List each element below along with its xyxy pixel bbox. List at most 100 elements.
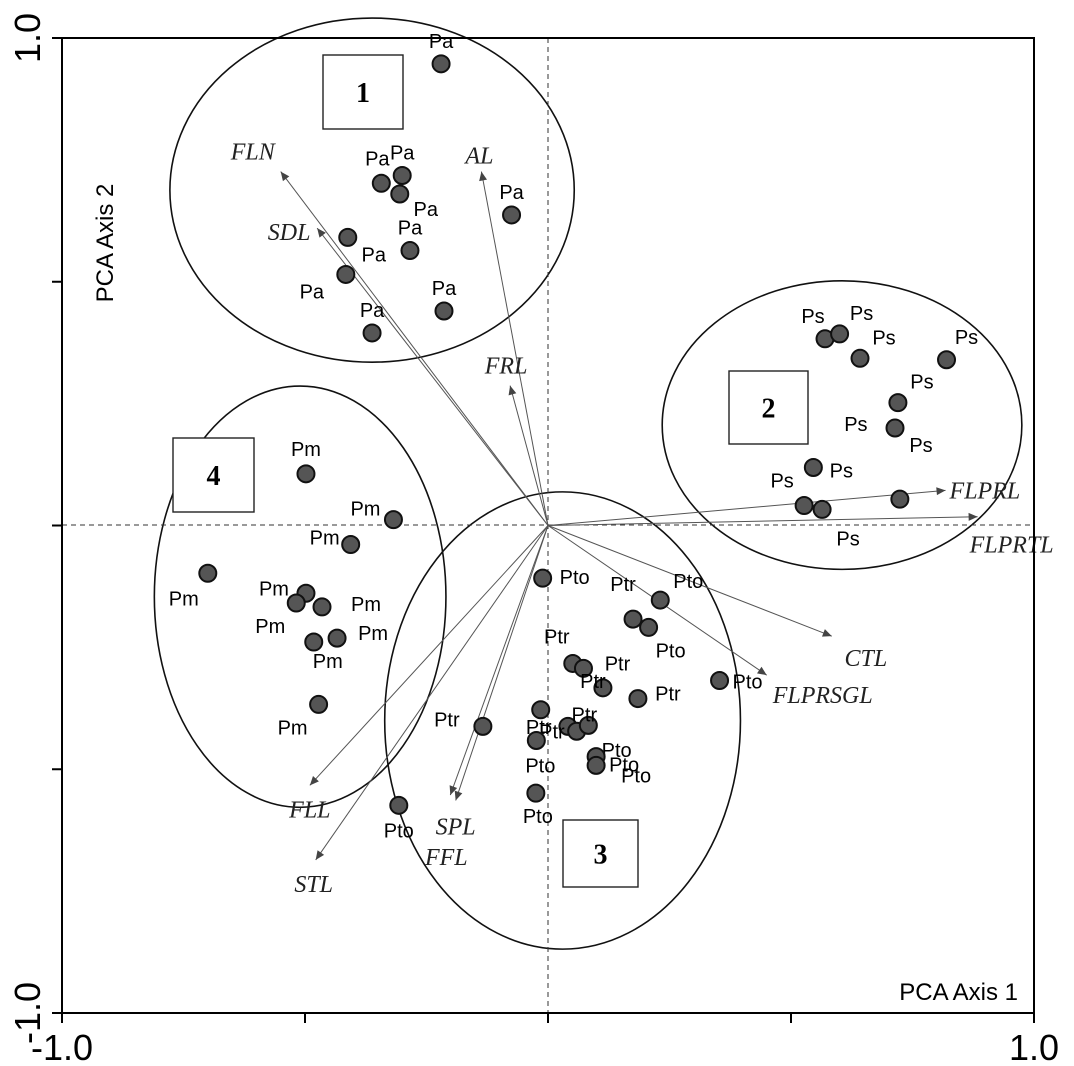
- data-point-label-ptr: Ptr: [605, 653, 631, 675]
- x-tick-label: 1.0: [1009, 1027, 1059, 1066]
- data-point-pa: [392, 165, 412, 185]
- data-point-label-pm: Pm: [358, 623, 388, 645]
- data-point-ptr: [531, 700, 551, 720]
- y-tick-label: 1.0: [7, 13, 48, 63]
- data-point-pm: [296, 464, 316, 484]
- data-point-label-pto: Pto: [609, 754, 639, 776]
- vector-fln: [280, 171, 549, 526]
- vector-arrowhead-ffl: [449, 785, 458, 796]
- vector-label-flprtl: FLPRTL: [969, 533, 1054, 559]
- data-point-pa: [400, 241, 420, 261]
- data-point-label-ps: Ps: [909, 435, 932, 457]
- data-point-label-ptr: Ptr: [655, 684, 681, 706]
- vector-label-sdl: SDL: [268, 220, 311, 246]
- data-point-label-pto: Pto: [560, 567, 590, 589]
- data-point-label-ps: Ps: [955, 327, 978, 349]
- data-point-label-pa: Pa: [365, 148, 390, 170]
- vector-arrowhead-flprl: [936, 487, 946, 496]
- group-ellipse-4: [153, 385, 447, 809]
- data-point-label-pm: Pm: [313, 651, 343, 673]
- data-point-label-pm: Pm: [259, 578, 289, 600]
- vector-label-flprsgl: FLPRSGL: [772, 683, 873, 709]
- data-point-pm: [327, 628, 347, 648]
- data-point-label-pa: Pa: [414, 199, 439, 221]
- group-box-1: [322, 54, 404, 130]
- group-label-4: 4: [207, 461, 221, 492]
- data-point-ps: [890, 489, 910, 509]
- data-point-label-pa: Pa: [432, 278, 457, 300]
- vector-arrowhead-sdl: [317, 228, 326, 238]
- data-point-ps: [850, 348, 870, 368]
- data-point-label-ps: Ps: [850, 303, 873, 325]
- data-point-pto: [526, 730, 546, 750]
- data-point-label-pa: Pa: [362, 244, 387, 266]
- vector-arrowhead-ctl: [821, 629, 832, 637]
- vector-label-spl: SPL: [436, 814, 476, 840]
- data-point-ps: [803, 457, 823, 477]
- vector-label-ctl: CTL: [844, 646, 887, 672]
- data-point-label-ptr: Ptr: [580, 671, 606, 693]
- vector-fll: [309, 525, 549, 786]
- data-point-label-pto: Pto: [621, 766, 651, 788]
- x-tick-label: -1.0: [31, 1027, 93, 1066]
- data-point-pa: [371, 173, 391, 193]
- data-point-pm: [383, 510, 403, 530]
- data-point-pto: [526, 783, 546, 803]
- vector-flprl: [547, 489, 946, 526]
- vector-label-al: AL: [463, 144, 493, 170]
- ticks: -1.0 1.0 -1.0 1.0: [7, 13, 1059, 1066]
- data-point-label-pa: Pa: [300, 281, 325, 303]
- vector-label-fln: FLN: [230, 140, 277, 166]
- vector-stl: [315, 525, 549, 861]
- data-point-ps: [937, 350, 957, 370]
- vector-arrowhead-fln: [280, 171, 290, 182]
- data-point-ps: [885, 418, 905, 438]
- data-point-pa: [362, 323, 382, 343]
- data-point-label-pm: Pm: [291, 439, 321, 461]
- data-point-label-pto: Pto: [673, 571, 703, 593]
- data-point-label-ps: Ps: [844, 414, 867, 436]
- data-point-ptr: [573, 658, 593, 678]
- vector-arrowhead-stl: [315, 850, 325, 860]
- data-point-pto: [710, 671, 730, 691]
- data-point-label-ps: Ps: [801, 306, 824, 328]
- vector-label-stl: STL: [294, 872, 333, 898]
- data-point-label-pa: Pa: [429, 31, 454, 53]
- data-point-label-ptr: Ptr: [434, 709, 460, 731]
- vector-ffl: [449, 525, 549, 796]
- data-point-pa: [434, 301, 454, 321]
- data-point-label-pto: Pto: [602, 740, 632, 762]
- vector-flprtl: [547, 516, 978, 526]
- data-point-pm: [286, 593, 306, 613]
- data-point-pto: [586, 755, 606, 775]
- vector-arrowhead-frl: [508, 385, 517, 396]
- data-point-label-pm: Pm: [351, 594, 381, 616]
- group-ellipse-3: [383, 491, 742, 950]
- data-point-ptr: [623, 609, 643, 629]
- data-point-pto: [639, 617, 659, 637]
- data-point-label-ps: Ps: [770, 471, 793, 493]
- data-point-label-ptr: Ptr: [544, 626, 570, 648]
- data-point-pm: [304, 632, 324, 652]
- y-tick-label: -1.0: [7, 982, 48, 1044]
- data-point-ps: [812, 499, 832, 519]
- data-point-pm: [309, 694, 329, 714]
- data-point-label-ps: Ps: [836, 528, 859, 550]
- data-point-label-pto: Pto: [525, 755, 555, 777]
- group-ellipse-2: [661, 279, 1023, 571]
- data-point-pa: [338, 227, 358, 247]
- data-point-label-pa: Pa: [390, 142, 415, 164]
- data-point-label-ptr: Ptr: [610, 574, 636, 596]
- data-point-label-pa: Pa: [499, 182, 524, 204]
- data-point-pa: [431, 54, 451, 74]
- data-point-label-ps: Ps: [830, 460, 853, 482]
- data-point-pto: [533, 568, 553, 588]
- data-point-pa: [390, 184, 410, 204]
- group-box-4: [172, 437, 255, 513]
- data-point-ptr: [593, 678, 613, 698]
- data-point-label-pm: Pm: [255, 616, 285, 638]
- y-axis-label: PCA Axis 2: [92, 184, 119, 303]
- vector-label-ffl: FFL: [424, 845, 468, 871]
